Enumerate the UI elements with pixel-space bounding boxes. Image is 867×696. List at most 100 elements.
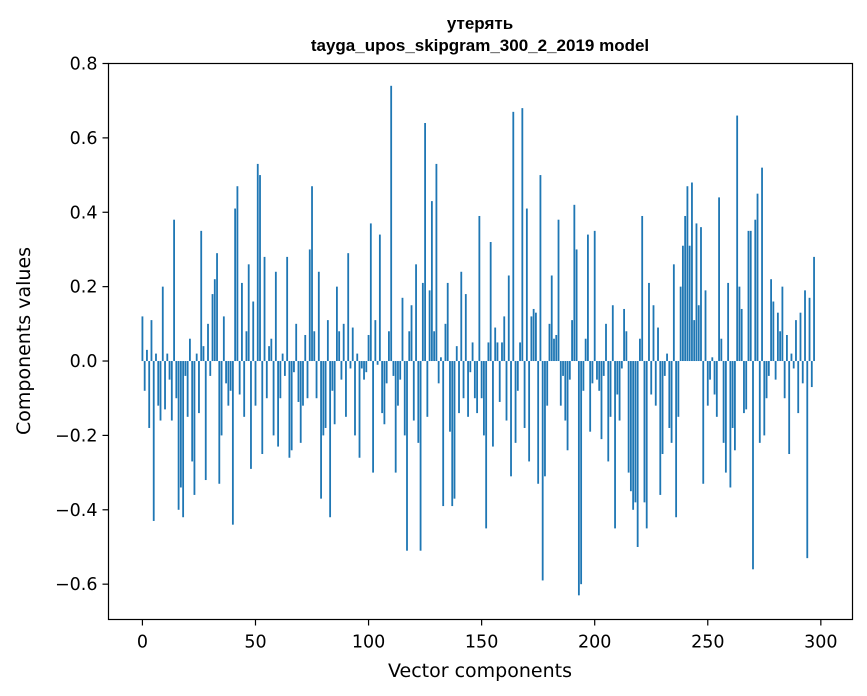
bar [345, 361, 347, 417]
bar [799, 312, 802, 362]
bar [216, 253, 218, 362]
bar [342, 323, 345, 362]
bar [765, 361, 768, 399]
plot-frame [107, 62, 854, 621]
bar [681, 245, 684, 362]
bar [186, 361, 189, 417]
chart-title: утерять [447, 14, 513, 33]
bar [308, 249, 311, 362]
bar [302, 361, 304, 406]
bar [758, 361, 761, 443]
bar [747, 230, 750, 362]
bar [688, 245, 691, 362]
bar [553, 338, 555, 362]
bar [286, 256, 289, 362]
bar [360, 361, 363, 369]
bar [801, 361, 804, 384]
bar [720, 338, 723, 362]
bar [236, 186, 239, 362]
bar [639, 338, 641, 362]
bar [634, 361, 637, 503]
bar [693, 320, 696, 362]
bar [397, 361, 399, 406]
bar [711, 357, 714, 362]
bar [657, 327, 659, 362]
y-tick-label: −0.2 [55, 426, 98, 446]
bar [684, 215, 687, 362]
bar [654, 361, 657, 406]
bar [783, 361, 786, 399]
bar [580, 361, 583, 585]
bar [772, 301, 775, 362]
bar [641, 215, 644, 362]
bar [209, 361, 212, 376]
bar [605, 323, 607, 362]
bar [577, 361, 580, 596]
bar [602, 361, 605, 376]
bar [268, 346, 270, 362]
bar [336, 286, 338, 362]
bar [562, 361, 564, 376]
bar [467, 361, 469, 417]
bar [724, 361, 727, 473]
bar [390, 85, 393, 362]
bar [263, 256, 266, 362]
bar [247, 264, 250, 362]
bar [645, 361, 648, 529]
bar [620, 361, 623, 369]
bar [808, 297, 811, 362]
bar [600, 361, 603, 440]
bar [786, 334, 788, 362]
bar [161, 286, 164, 362]
bar [813, 256, 815, 362]
bar [507, 275, 510, 362]
bar [709, 361, 711, 380]
bar [394, 361, 397, 473]
bar [326, 320, 329, 362]
y-tick-label: −0.4 [55, 501, 98, 521]
bar [231, 361, 234, 525]
bar [797, 361, 800, 414]
bar [440, 357, 442, 362]
bar [706, 361, 709, 406]
bar [399, 361, 402, 380]
bar [804, 290, 806, 362]
bar [489, 242, 492, 362]
bar [663, 361, 666, 376]
bar [476, 361, 479, 414]
bar [213, 279, 216, 362]
bar [788, 361, 791, 455]
bar [412, 361, 415, 421]
bar [152, 361, 155, 521]
bar [566, 361, 569, 451]
bar [320, 361, 322, 499]
bar [458, 361, 460, 414]
bar [670, 361, 673, 443]
bar [598, 361, 601, 391]
bar [347, 253, 350, 362]
x-tick-label: 100 [352, 633, 385, 653]
bar [297, 361, 300, 402]
bar [426, 361, 429, 417]
bar [238, 361, 241, 395]
bar [385, 361, 388, 384]
bar [157, 361, 160, 406]
bar [661, 361, 664, 455]
bar [252, 301, 255, 362]
bar [672, 264, 675, 362]
y-tick-label: 0.8 [70, 55, 98, 75]
x-axis: 0 50 100 150 200 250 300 [137, 619, 838, 653]
bar [250, 361, 252, 469]
bar [141, 316, 144, 362]
bar [618, 361, 621, 421]
bar [356, 353, 359, 362]
bar [761, 167, 763, 362]
bar [189, 338, 191, 362]
bar [155, 353, 157, 362]
bar [261, 361, 264, 455]
bar [254, 361, 257, 406]
y-tick-label: −0.6 [55, 575, 98, 595]
bar [462, 361, 465, 399]
bars-group [141, 85, 815, 596]
bar [388, 331, 390, 362]
